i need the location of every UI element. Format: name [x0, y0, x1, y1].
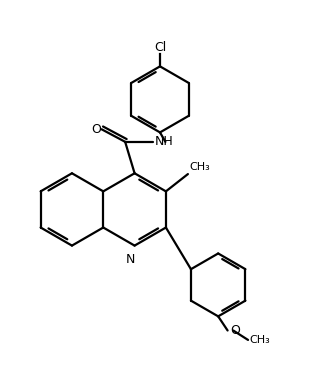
Text: Cl: Cl [154, 41, 166, 54]
Text: O: O [91, 123, 101, 136]
Text: NH: NH [155, 135, 174, 148]
Text: O: O [230, 324, 240, 337]
Text: CH₃: CH₃ [189, 163, 210, 172]
Text: N: N [126, 253, 135, 265]
Text: CH₃: CH₃ [249, 335, 270, 345]
